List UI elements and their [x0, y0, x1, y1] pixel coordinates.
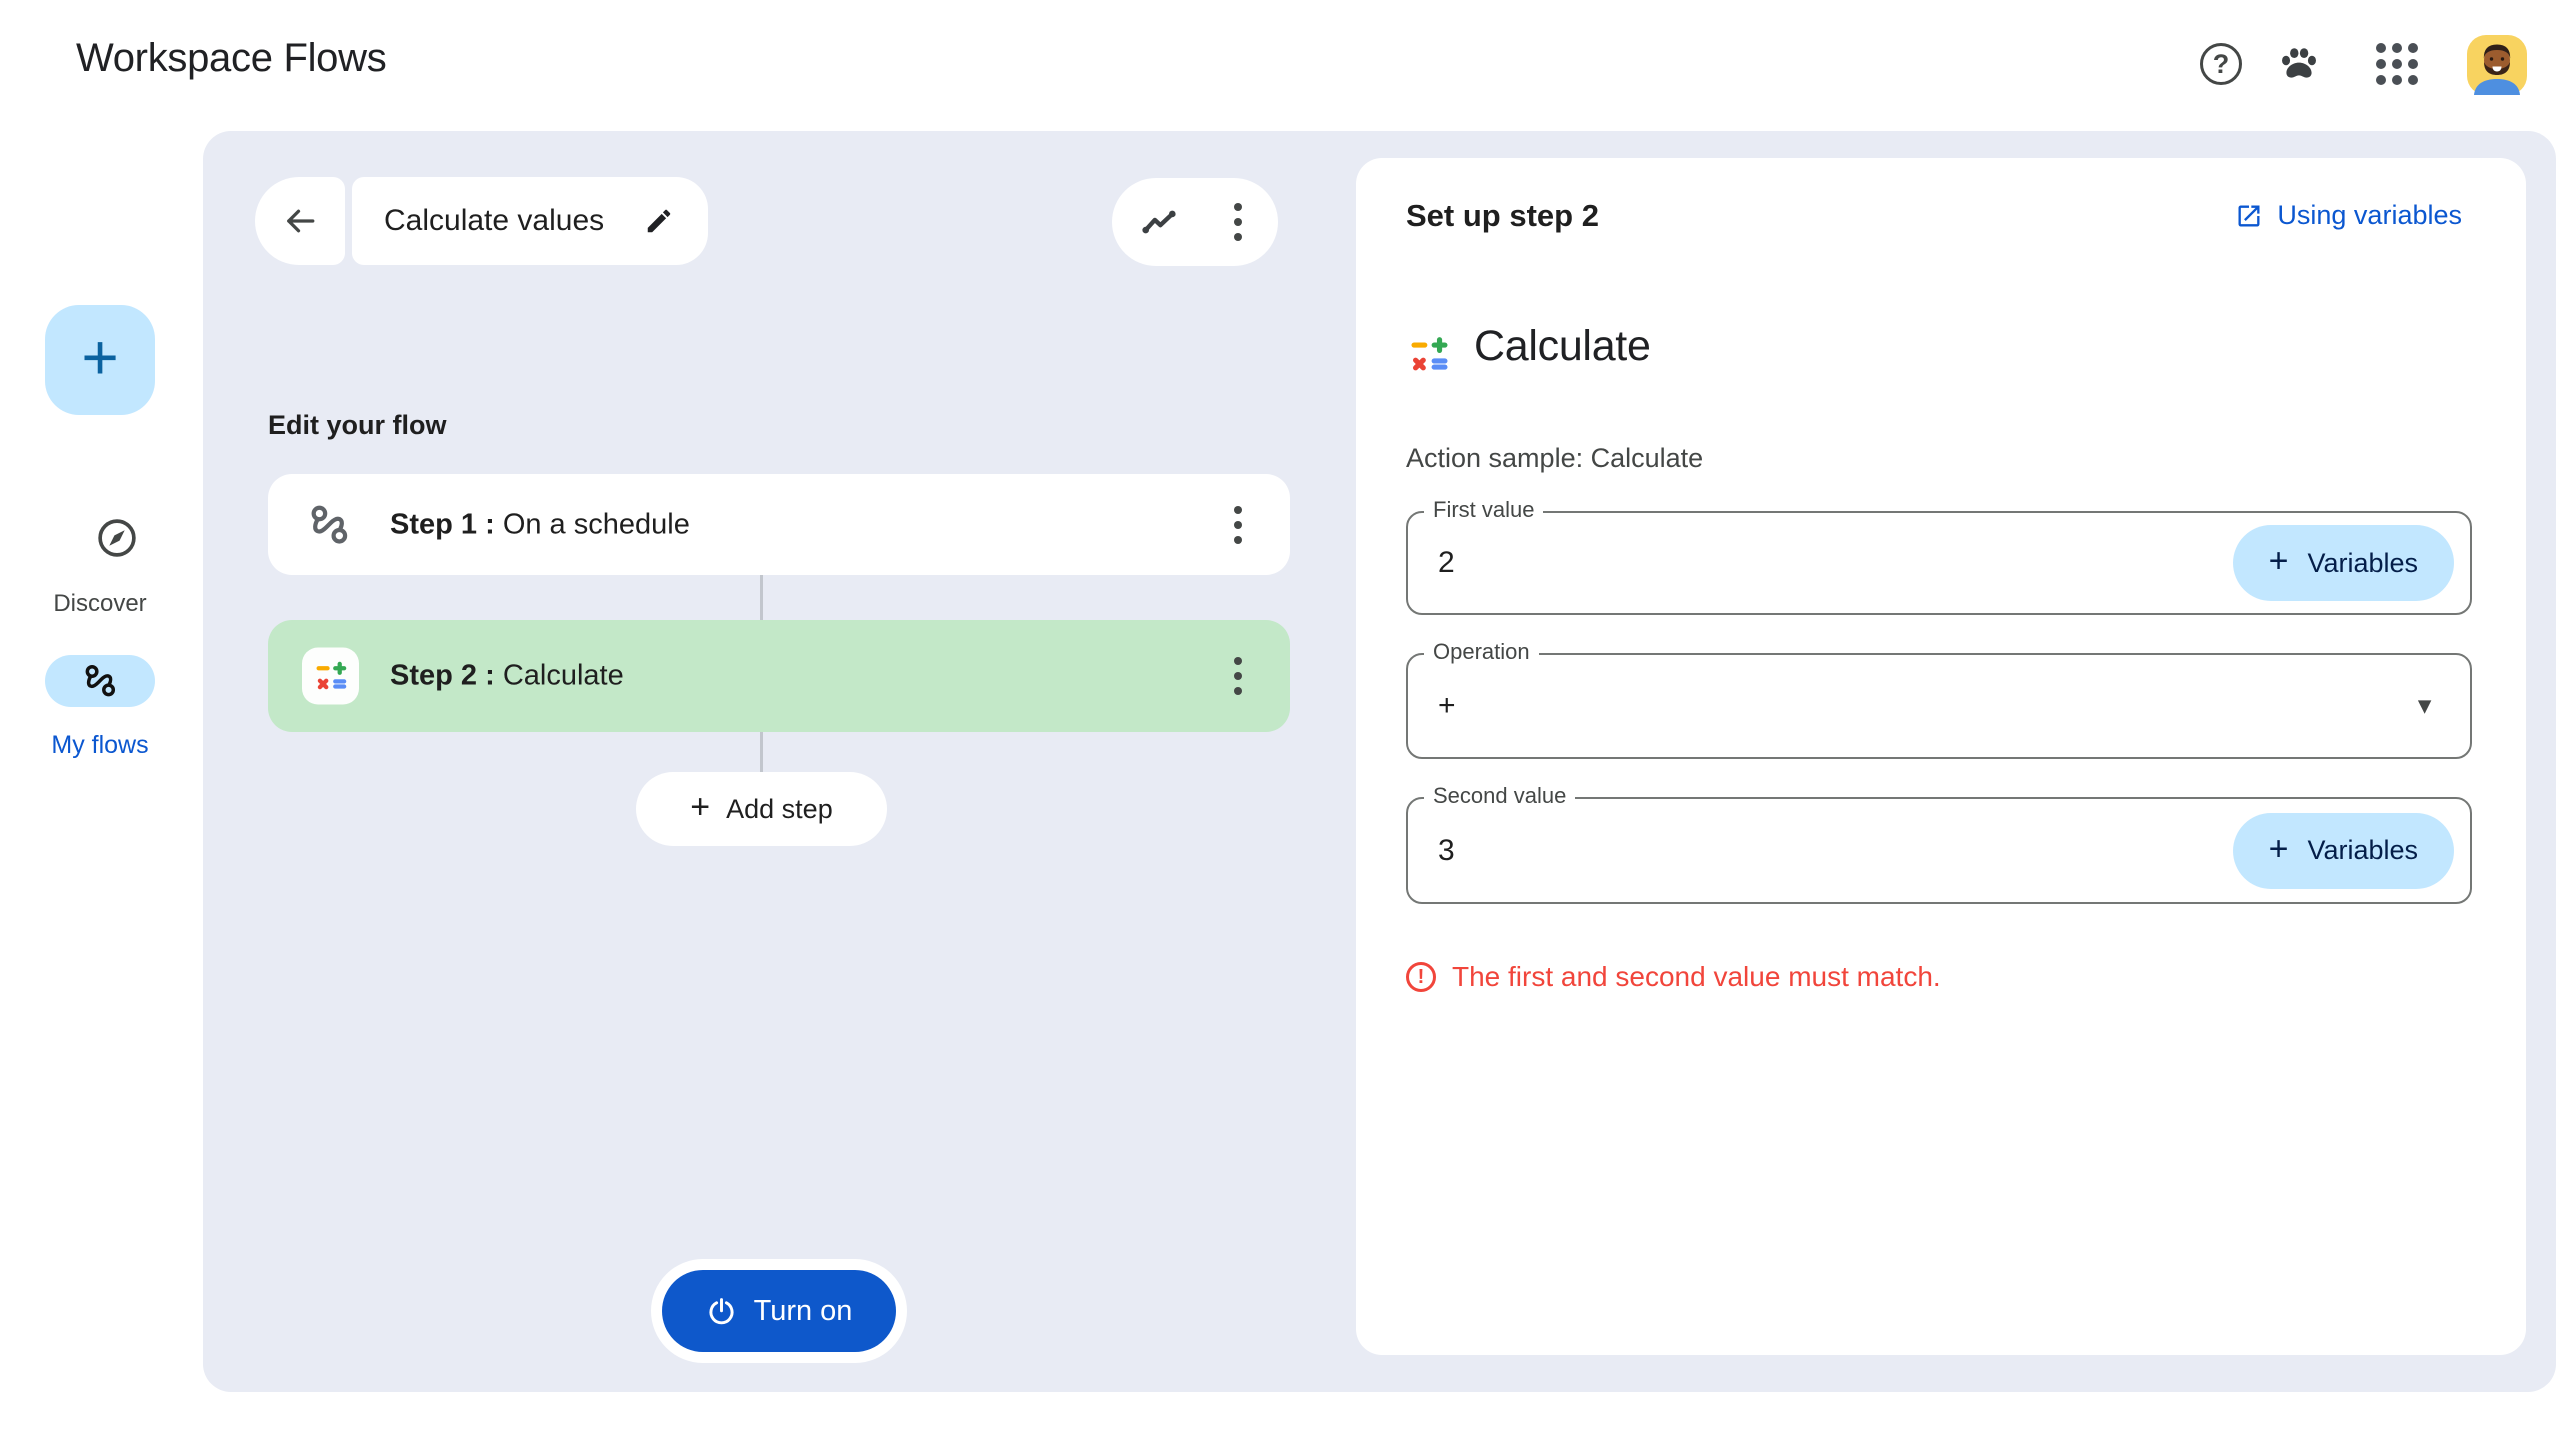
step-card-1[interactable]: Step 1 : On a schedule [268, 474, 1290, 575]
sidebar-item-my-flows[interactable] [45, 655, 155, 707]
field-label: Operation [1424, 639, 1539, 665]
action-title: Calculate [1474, 322, 1651, 370]
edit-flow-heading: Edit your flow [268, 410, 447, 440]
action-sample-text: Action sample: Calculate [1406, 443, 1704, 473]
step-connector [760, 732, 763, 772]
step-card-2-selected[interactable]: Step 2 : Calculate [268, 620, 1290, 732]
first-value-field[interactable]: First value 2 + Variables [1406, 497, 2472, 615]
calculate-icon [1406, 332, 1452, 378]
flow-actions-pill [1112, 178, 1278, 266]
sidebar-item-label: My flows [51, 731, 149, 759]
variables-button[interactable]: + Variables [2232, 812, 2454, 889]
field-value: + [1438, 689, 1456, 722]
add-step-label: Add step [726, 793, 833, 824]
avatar [2467, 35, 2527, 95]
flow-overflow-menu-icon[interactable] [1228, 197, 1248, 247]
power-icon [706, 1296, 737, 1327]
step-title: Step 2 : Calculate [390, 659, 624, 692]
apps-grid-icon [2376, 43, 2418, 85]
sidebar-item-label: Discover [53, 590, 147, 617]
step-menu-icon[interactable] [1228, 500, 1248, 550]
sidebar-item-discover[interactable]: Discover [45, 516, 155, 617]
schedule-route-icon [306, 502, 352, 548]
dropdown-arrow-icon: ▼ [2413, 692, 2436, 719]
open-in-new-icon [2235, 202, 2263, 230]
turn-on-button[interactable]: Turn on [662, 1270, 896, 1352]
field-value: 2 [1438, 546, 1455, 579]
page-title: Workspace Flows [76, 36, 387, 80]
turn-on-label: Turn on [753, 1294, 853, 1327]
calculate-icon-tile [302, 647, 359, 705]
step-title: Step 1 : On a schedule [390, 508, 690, 540]
field-value: 3 [1438, 833, 1455, 867]
variables-label: Variables [2307, 835, 2418, 865]
calculate-icon [312, 657, 350, 695]
flow-name-editor[interactable]: Calculate values [352, 177, 708, 265]
activity-trend-icon[interactable] [1138, 201, 1180, 243]
flows-route-icon [81, 662, 119, 700]
step-connector [760, 575, 763, 620]
variables-label: Variables [2307, 547, 2418, 578]
pets-button[interactable] [2277, 42, 2321, 86]
plus-icon: + [2268, 829, 2289, 868]
edit-pencil-icon[interactable] [644, 206, 674, 236]
validation-error: ! The first and second value must match. [1406, 961, 1941, 993]
flow-name: Calculate values [384, 204, 605, 237]
add-step-button[interactable]: + Add step [636, 772, 887, 846]
google-apps-button[interactable] [2376, 43, 2418, 85]
step-setup-panel: Set up step 2 Using variables Calculate … [1356, 158, 2526, 1355]
using-variables-link[interactable]: Using variables [2235, 200, 2462, 231]
plus-icon: + [690, 788, 711, 826]
plus-icon: + [2268, 542, 2289, 580]
operation-select[interactable]: Operation + ▼ [1406, 639, 2472, 759]
error-message: The first and second value must match. [1452, 961, 1941, 992]
setup-panel-title: Set up step 2 [1406, 198, 1599, 233]
second-value-field[interactable]: Second value 3 + Variables [1406, 783, 2472, 904]
help-icon: ? [2200, 43, 2242, 85]
compass-icon [95, 516, 139, 560]
using-variables-label: Using variables [2277, 200, 2462, 230]
variables-button[interactable]: + Variables [2232, 525, 2454, 601]
back-button[interactable] [255, 177, 345, 265]
help-button[interactable]: ? [2198, 41, 2244, 87]
arrow-left-icon [282, 203, 318, 239]
field-label: Second value [1424, 783, 1576, 809]
step-menu-icon[interactable] [1228, 651, 1248, 701]
paw-icon [2278, 43, 2320, 85]
new-flow-button[interactable]: + [45, 305, 155, 415]
plus-icon: + [81, 321, 119, 393]
account-avatar-button[interactable] [2467, 35, 2527, 95]
flow-editor-canvas: Calculate values Edit your flow Step 1 :… [203, 131, 2556, 1392]
field-label: First value [1424, 497, 1544, 523]
error-icon: ! [1406, 962, 1436, 992]
